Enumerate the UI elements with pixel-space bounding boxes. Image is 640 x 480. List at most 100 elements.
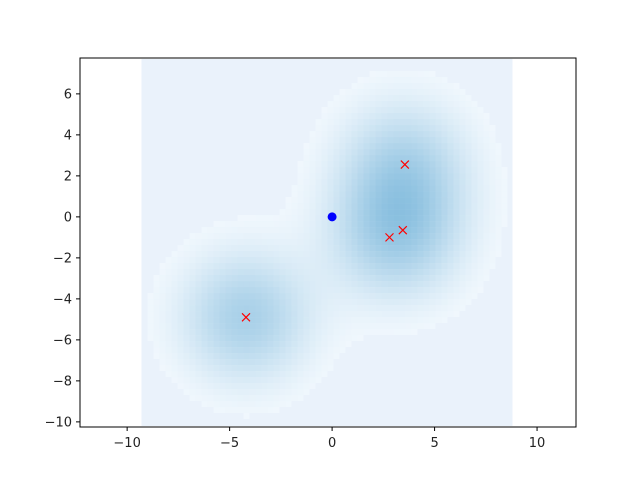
heatmap-cell [201, 335, 208, 342]
heatmap-cell [171, 287, 178, 294]
heatmap-cell [255, 281, 262, 288]
heatmap-cell [243, 383, 250, 390]
heatmap-cell [375, 89, 382, 96]
heatmap-cell [375, 155, 382, 162]
heatmap-cell [303, 299, 310, 306]
heatmap-cell [231, 275, 238, 282]
heatmap-cell [441, 299, 448, 306]
heatmap-cell [471, 281, 478, 288]
heatmap-cell [327, 299, 334, 306]
heatmap-cell [309, 245, 316, 252]
heatmap-cell [357, 203, 364, 210]
heatmap-cell [357, 281, 364, 288]
heatmap-cell [417, 179, 424, 186]
heatmap-cell [225, 323, 232, 330]
heatmap-cell [489, 239, 496, 246]
heatmap-cell [321, 125, 328, 132]
heatmap-cell [219, 329, 226, 336]
heatmap-cell [201, 227, 208, 234]
heatmap-cell [453, 197, 460, 204]
heatmap-cell [465, 173, 472, 180]
heatmap-cell [327, 113, 334, 120]
heatmap-cell [399, 287, 406, 294]
heatmap-cell [429, 107, 436, 114]
heatmap-cell [345, 215, 352, 222]
heatmap-cell [273, 401, 280, 408]
heatmap-cell [147, 293, 154, 300]
heatmap-cell [363, 161, 370, 168]
heatmap-cell [465, 227, 472, 234]
heatmap-cell [243, 311, 250, 318]
heatmap-cell [435, 251, 442, 258]
heatmap-cell [423, 77, 430, 84]
heatmap-cell [171, 311, 178, 318]
heatmap-cell [357, 119, 364, 126]
heatmap-cell [411, 185, 418, 192]
heatmap-cell [201, 269, 208, 276]
heatmap-cell [417, 155, 424, 162]
heatmap-cell [273, 275, 280, 282]
heatmap-cell [255, 287, 262, 294]
heatmap-cell [189, 293, 196, 300]
heatmap-cell [363, 209, 370, 216]
heatmap-cell [483, 275, 490, 282]
heatmap-cell [363, 257, 370, 264]
heatmap-cell [255, 323, 262, 330]
heatmap-cell [297, 353, 304, 360]
heatmap-cell [231, 377, 238, 384]
heatmap-cell [357, 149, 364, 156]
heatmap-cell [417, 107, 424, 114]
heatmap-cell [429, 293, 436, 300]
heatmap-cell [447, 281, 454, 288]
heatmap-cell [393, 149, 400, 156]
heatmap-cell [171, 377, 178, 384]
heatmap-cell [441, 287, 448, 294]
heatmap-cell [471, 209, 478, 216]
heatmap-cell [195, 341, 202, 348]
heatmap-cell [243, 329, 250, 336]
heatmap-cell [339, 305, 346, 312]
heatmap-cell [321, 251, 328, 258]
heatmap-cell [447, 239, 454, 246]
plot-frame [79, 57, 577, 428]
heatmap-cell [225, 263, 232, 270]
heatmap-cell [429, 299, 436, 306]
heatmap-cell [243, 395, 250, 402]
heatmap-cell [393, 143, 400, 150]
heatmap-cell [249, 311, 256, 318]
heatmap-cell [297, 203, 304, 210]
heatmap-cell [387, 143, 394, 150]
heatmap-cell [357, 263, 364, 270]
heatmap-cell [375, 281, 382, 288]
heatmap-cell [195, 305, 202, 312]
heatmap-cell [339, 263, 346, 270]
heatmap-cell [357, 113, 364, 120]
heatmap-cell [483, 167, 490, 174]
heatmap-cell [357, 305, 364, 312]
heatmap-cell [399, 245, 406, 252]
heatmap-cell [327, 335, 334, 342]
heatmap-cell [423, 131, 430, 138]
heatmap-cell [291, 323, 298, 330]
heatmap-cell [357, 239, 364, 246]
heatmap-cell [333, 299, 340, 306]
heatmap-cell [273, 395, 280, 402]
heatmap-cell [393, 221, 400, 228]
heatmap-cell [165, 293, 172, 300]
heatmap-cell [363, 143, 370, 150]
heatmap-cell [489, 227, 496, 234]
heatmap-cell [213, 263, 220, 270]
heatmap-cell [315, 227, 322, 234]
heatmap-cell [267, 335, 274, 342]
heatmap-cell [417, 233, 424, 240]
heatmap-cell [183, 353, 190, 360]
heatmap-cell [447, 305, 454, 312]
heatmap-cell [333, 305, 340, 312]
heatmap-cell [261, 299, 268, 306]
heatmap-cell [303, 251, 310, 258]
heatmap-cell [459, 263, 466, 270]
heatmap-cell [285, 209, 292, 216]
heatmap-cell [255, 335, 262, 342]
heatmap-cell [435, 83, 442, 90]
heatmap-cell [279, 305, 286, 312]
